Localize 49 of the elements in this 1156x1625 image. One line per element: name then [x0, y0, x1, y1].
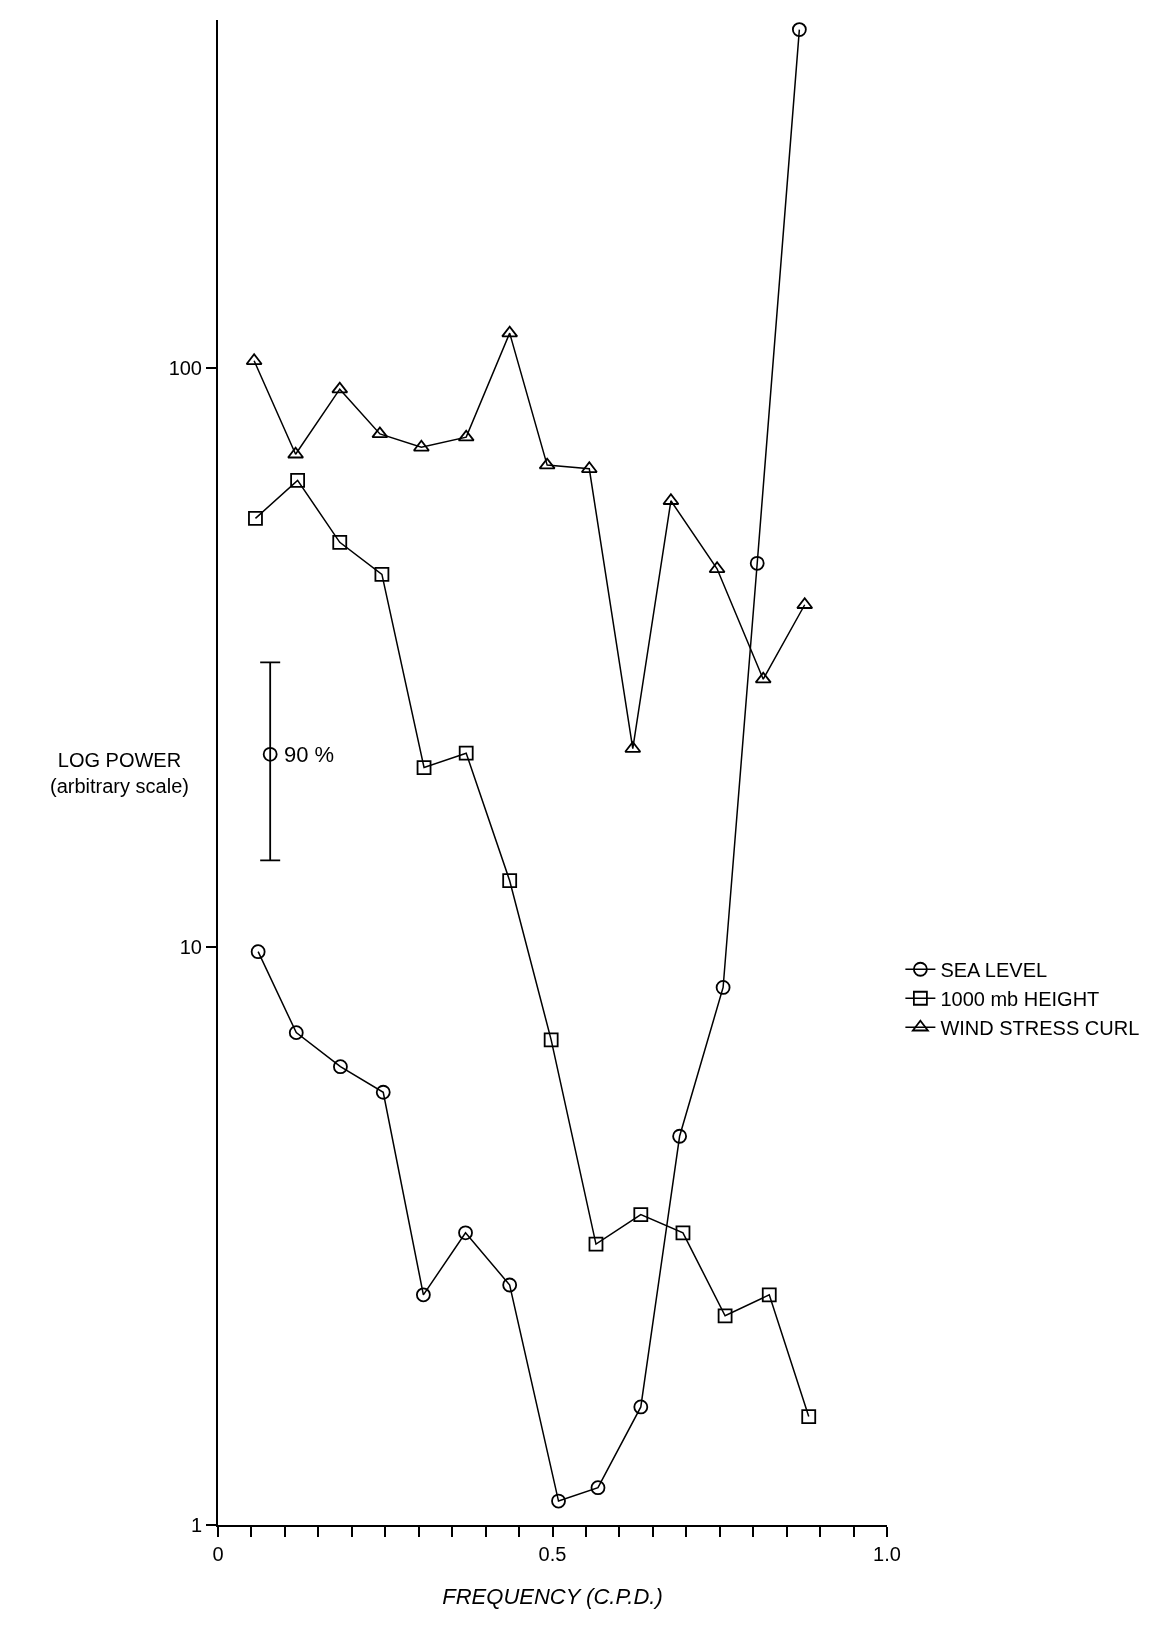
point — [248, 511, 263, 526]
point — [287, 446, 305, 459]
point — [801, 1409, 817, 1424]
point — [502, 873, 518, 889]
point — [288, 1025, 304, 1041]
y-tick-label: 10 — [179, 935, 202, 958]
x-tick-label: 0.5 — [538, 1543, 567, 1565]
point — [375, 1084, 391, 1100]
point — [551, 1493, 566, 1509]
point — [457, 429, 475, 442]
x-tick-label: 1.0 — [873, 1543, 901, 1565]
point — [415, 1287, 431, 1303]
point — [262, 746, 278, 762]
annotation: 90 % — [284, 742, 335, 767]
point — [331, 381, 349, 394]
point — [458, 745, 474, 761]
point — [333, 1059, 348, 1075]
point — [458, 1225, 473, 1241]
y-axis-title: LOG POWER (arbitrary scale) — [50, 749, 189, 797]
point — [250, 944, 266, 960]
point — [502, 1277, 518, 1293]
point — [717, 1308, 733, 1324]
point — [715, 980, 731, 995]
point — [749, 555, 765, 571]
legend-label: SEA LEVEL — [940, 959, 1048, 982]
point — [412, 439, 430, 452]
x-tick-label: 0 — [212, 1543, 224, 1565]
point — [672, 1128, 688, 1144]
y-tick-label: 100 — [168, 357, 202, 380]
y-tick-label: 1 — [190, 1514, 202, 1536]
point — [371, 426, 389, 439]
point — [675, 1225, 691, 1241]
point — [416, 760, 432, 775]
point — [290, 472, 306, 488]
point — [501, 325, 519, 338]
point — [543, 1032, 559, 1048]
point — [633, 1207, 649, 1223]
legend-label: WIND STRESS CURL — [940, 1017, 1140, 1040]
point — [791, 22, 807, 37]
x-axis-title: FREQUENCY (C.P.D.) — [442, 1584, 663, 1610]
point — [761, 1287, 777, 1303]
point — [754, 671, 772, 684]
point — [590, 1480, 606, 1496]
point — [633, 1399, 649, 1415]
point — [332, 534, 348, 550]
point — [588, 1236, 604, 1252]
point — [374, 567, 390, 582]
legend-label: 1000 mb HEIGHT — [940, 988, 1100, 1011]
point — [538, 457, 556, 470]
